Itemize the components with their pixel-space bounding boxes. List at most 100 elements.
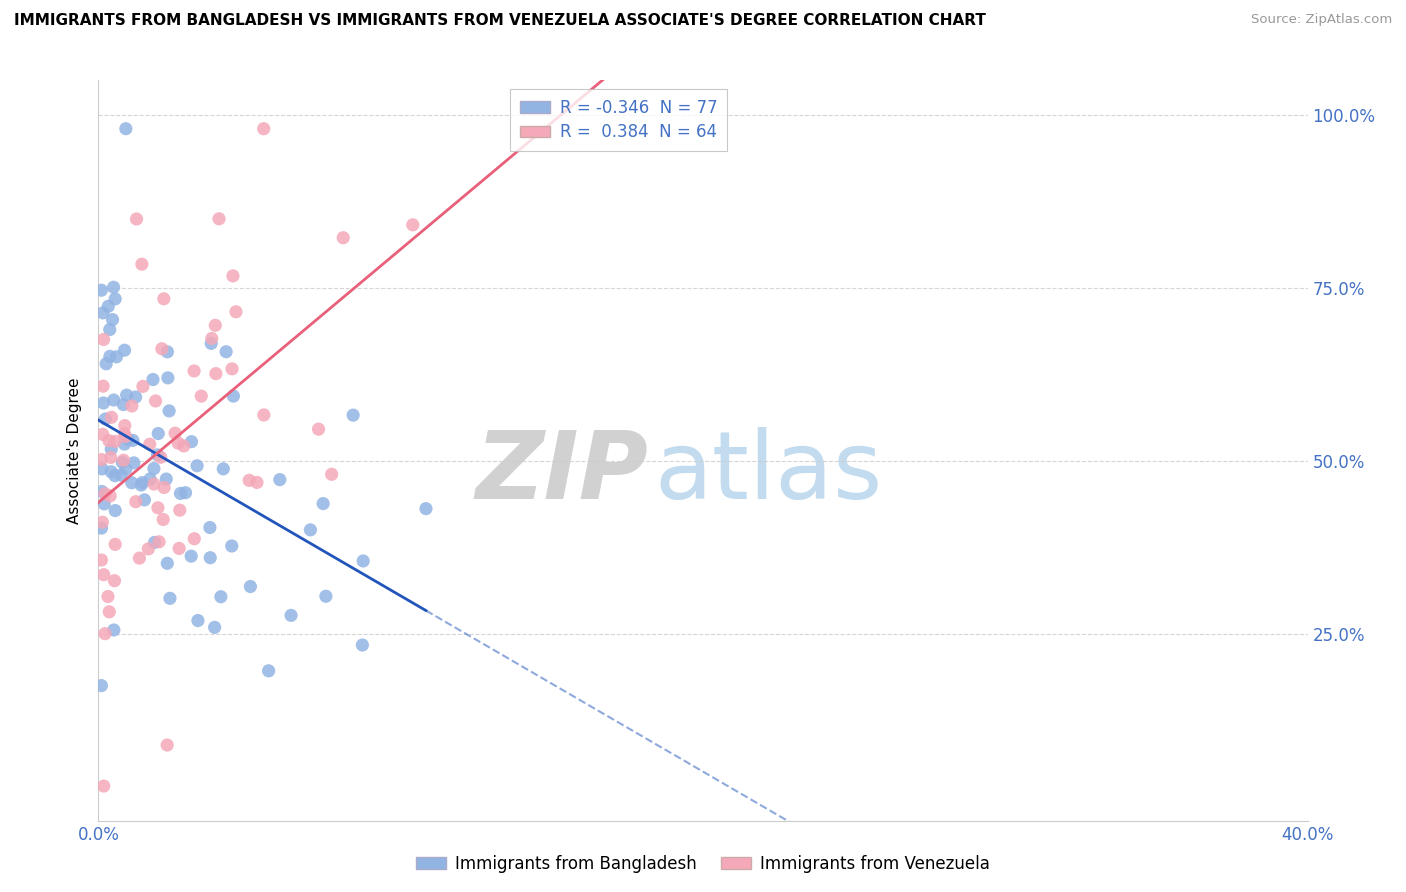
Point bbox=[114, 418, 136, 433]
Point bbox=[238, 474, 260, 488]
Point bbox=[91, 515, 114, 529]
Point bbox=[299, 523, 322, 537]
Point bbox=[101, 312, 124, 326]
Point bbox=[183, 532, 205, 546]
Point bbox=[91, 306, 114, 320]
Point bbox=[90, 679, 112, 693]
Point bbox=[103, 623, 125, 637]
Point bbox=[128, 551, 150, 566]
Point bbox=[114, 437, 136, 451]
Point bbox=[159, 591, 181, 606]
Point bbox=[100, 410, 122, 425]
Point bbox=[90, 452, 112, 467]
Point bbox=[97, 299, 120, 313]
Point bbox=[131, 475, 153, 490]
Point bbox=[93, 396, 115, 410]
Point bbox=[145, 393, 167, 408]
Point bbox=[187, 614, 209, 628]
Point bbox=[146, 500, 169, 515]
Point bbox=[142, 372, 165, 386]
Point bbox=[122, 434, 145, 448]
Point bbox=[205, 367, 228, 381]
Point bbox=[149, 450, 172, 465]
Point bbox=[257, 664, 280, 678]
Point bbox=[104, 292, 127, 306]
Point bbox=[98, 489, 121, 503]
Point bbox=[100, 442, 122, 456]
Point bbox=[117, 433, 139, 447]
Point bbox=[200, 336, 222, 351]
Point bbox=[212, 462, 235, 476]
Point bbox=[156, 371, 179, 385]
Point bbox=[246, 475, 269, 490]
Point bbox=[94, 412, 117, 426]
Point bbox=[153, 292, 176, 306]
Point bbox=[132, 379, 155, 393]
Point bbox=[152, 512, 174, 526]
Point bbox=[103, 574, 125, 588]
Point bbox=[104, 503, 127, 517]
Text: IMMIGRANTS FROM BANGLADESH VS IMMIGRANTS FROM VENEZUELA ASSOCIATE'S DEGREE CORRE: IMMIGRANTS FROM BANGLADESH VS IMMIGRANTS… bbox=[14, 13, 986, 29]
Point bbox=[352, 554, 374, 568]
Point bbox=[342, 408, 364, 422]
Point bbox=[94, 487, 117, 501]
Point bbox=[139, 472, 162, 486]
Point bbox=[114, 426, 136, 441]
Point bbox=[98, 322, 121, 336]
Point bbox=[96, 357, 118, 371]
Text: ZIP: ZIP bbox=[475, 426, 648, 518]
Point bbox=[169, 503, 191, 517]
Point bbox=[180, 434, 202, 449]
Legend: Immigrants from Bangladesh, Immigrants from Venezuela: Immigrants from Bangladesh, Immigrants f… bbox=[409, 848, 997, 880]
Point bbox=[115, 388, 138, 402]
Point bbox=[111, 455, 134, 469]
Point bbox=[332, 231, 354, 245]
Point bbox=[121, 475, 143, 490]
Point bbox=[209, 590, 232, 604]
Point bbox=[200, 550, 222, 565]
Point bbox=[131, 257, 153, 271]
Point bbox=[112, 398, 135, 412]
Point bbox=[93, 497, 115, 511]
Point bbox=[100, 465, 122, 479]
Point bbox=[98, 350, 121, 364]
Point bbox=[253, 121, 276, 136]
Y-axis label: Associate's Degree: Associate's Degree bbox=[67, 377, 83, 524]
Point bbox=[104, 537, 127, 551]
Point bbox=[110, 468, 132, 483]
Point bbox=[114, 121, 136, 136]
Point bbox=[190, 389, 212, 403]
Point bbox=[156, 557, 179, 571]
Point bbox=[280, 608, 302, 623]
Point bbox=[173, 439, 195, 453]
Point bbox=[222, 268, 245, 283]
Point bbox=[167, 541, 190, 556]
Point bbox=[90, 553, 112, 567]
Point bbox=[402, 218, 425, 232]
Point bbox=[167, 436, 190, 450]
Point bbox=[150, 342, 173, 356]
Point bbox=[100, 450, 122, 465]
Point bbox=[93, 779, 115, 793]
Point bbox=[221, 539, 243, 553]
Point bbox=[225, 305, 247, 319]
Point bbox=[98, 605, 121, 619]
Point bbox=[153, 481, 176, 495]
Point bbox=[122, 456, 145, 470]
Point bbox=[204, 620, 226, 634]
Point bbox=[204, 318, 226, 333]
Point bbox=[165, 426, 187, 441]
Point bbox=[352, 638, 374, 652]
Point bbox=[112, 453, 135, 467]
Point bbox=[94, 626, 117, 640]
Point bbox=[186, 458, 208, 473]
Point bbox=[239, 580, 262, 594]
Point bbox=[169, 486, 191, 500]
Point bbox=[312, 497, 335, 511]
Point bbox=[148, 426, 170, 441]
Point bbox=[125, 212, 148, 227]
Point bbox=[143, 477, 166, 491]
Point bbox=[103, 392, 125, 407]
Point bbox=[91, 462, 114, 476]
Point bbox=[180, 549, 202, 563]
